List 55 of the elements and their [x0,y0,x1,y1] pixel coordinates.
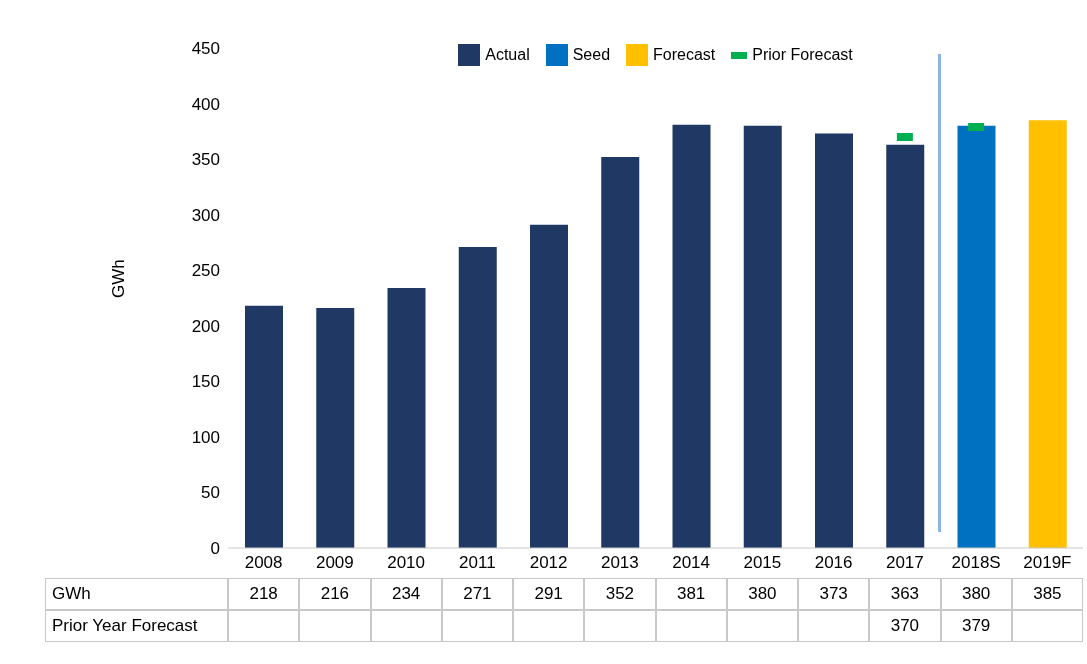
data-label: 216 [299,578,371,610]
x-tick-label: 2011 [459,553,496,573]
bar [387,288,426,548]
y-tick-label: 200 [191,316,220,336]
data-label: 380 [726,578,798,610]
bar [458,246,497,548]
bar [886,144,925,548]
y-tick-label: 0 [210,539,220,559]
data-label: 370 [869,610,941,642]
x-tick-label: 2008 [244,553,283,573]
y-axis-title: GWh [109,259,129,298]
legend-label: Seed [572,46,611,64]
x-tick-label: 2017 [885,553,924,573]
x-tick-label: 2012 [529,553,568,573]
bar [957,125,996,548]
data-label: 380 [940,578,1012,610]
data-label: 352 [584,578,656,610]
data-label: 379 [940,610,1012,642]
y-tick-label: 250 [191,261,220,281]
bar [530,224,568,548]
bar [1028,120,1067,548]
data-label: 373 [798,578,870,610]
data-label: 271 [441,578,513,610]
data-label: 385 [1011,578,1083,610]
y-tick-label: 300 [191,205,220,225]
y-tick-label: 50 [201,483,220,503]
bar [316,308,355,548]
data-label: 363 [869,578,941,610]
bar [245,305,283,548]
bar [815,133,853,548]
text: GWh [45,578,228,610]
x-tick-label: 2016 [814,553,853,573]
y-tick-label: 150 [191,372,220,392]
x-tick-label: 2014 [672,553,711,573]
data-label: 381 [655,578,727,610]
y-tick-label: 100 [191,427,220,447]
data-label: 218 [228,578,300,610]
x-tick-label: 2009 [315,553,354,573]
x-tick-label: 2019F [1023,553,1072,573]
bar [672,124,711,548]
x-tick-label: 2010 [387,553,426,573]
legend-label: Actual [485,46,530,64]
x-tick-label: 2013 [600,553,639,573]
y-tick-label: 350 [191,150,220,170]
y-tick-label: 450 [191,39,220,59]
data-label: 234 [370,578,442,610]
x-tick-label: 2018S [951,553,1001,573]
legend-label: Prior Forecast [752,46,853,64]
bar [743,125,782,548]
bar [601,156,640,548]
x-tick-label: 2015 [743,553,782,573]
data-label: 291 [513,578,585,610]
y-tick-label: 400 [191,94,220,114]
legend-label: Forecast [653,46,716,64]
text: Prior Year Forecast [45,610,228,642]
